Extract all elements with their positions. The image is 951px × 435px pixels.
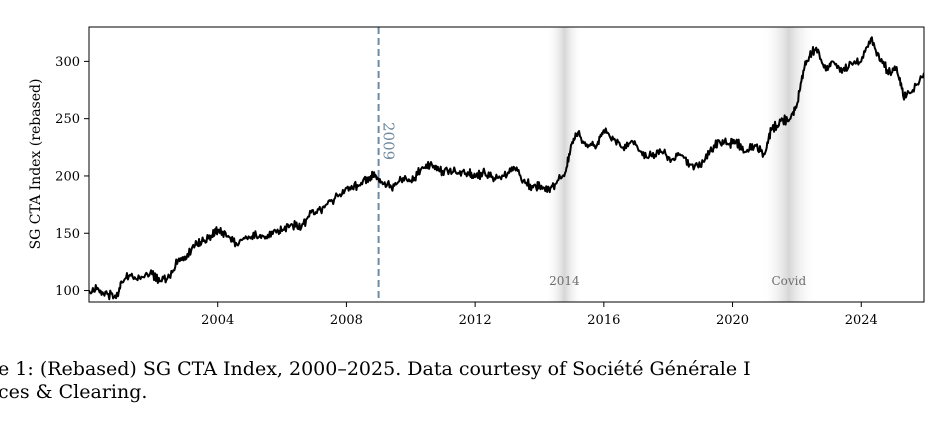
y-axis-label: SG CTA Index (rebased) [28,79,44,250]
series-line-0 [89,36,924,301]
y-axis: 100 150 200 250 300 [55,55,89,299]
sg-cta-chart: 2014 Covid 2009 2004 2008 2012 2016 2020 2024 … [28,26,925,328]
y-tick-label-250: 250 [55,112,80,127]
x-tick-label-2004: 2004 [201,313,234,328]
shaded-region-1 [761,27,817,302]
y-tick-label-200: 200 [55,169,80,184]
x-tick-label-2020: 2020 [716,313,749,328]
x-axis: 2004 2008 2012 2016 2020 2024 [201,302,878,328]
caption-line-1: e 1: (Rebased) SG CTA Index, 2000–2025. … [0,358,751,380]
vline-label: 2009 [380,122,398,160]
x-tick-label-2008: 2008 [330,313,363,328]
x-tick-label-2024: 2024 [845,313,878,328]
vertical-marker: 2009 [377,27,398,302]
shaded-regions: 2014 Covid [545,27,817,302]
y-tick-label-150: 150 [55,227,80,242]
x-tick-label-2016: 2016 [587,313,620,328]
shaded-region-label-0: 2014 [549,274,580,288]
caption-line-2: ces & Clearing. [0,381,148,403]
y-tick-label-100: 100 [55,284,80,299]
figure-caption: e 1: (Rebased) SG CTA Index, 2000–2025. … [0,358,951,404]
plot-frame [88,26,925,303]
y-tick-label-300: 300 [55,55,80,70]
series-layer [89,36,924,301]
x-tick-label-2012: 2012 [459,313,492,328]
shaded-region-0 [545,27,583,302]
shaded-region-label-1: Covid [771,274,806,288]
